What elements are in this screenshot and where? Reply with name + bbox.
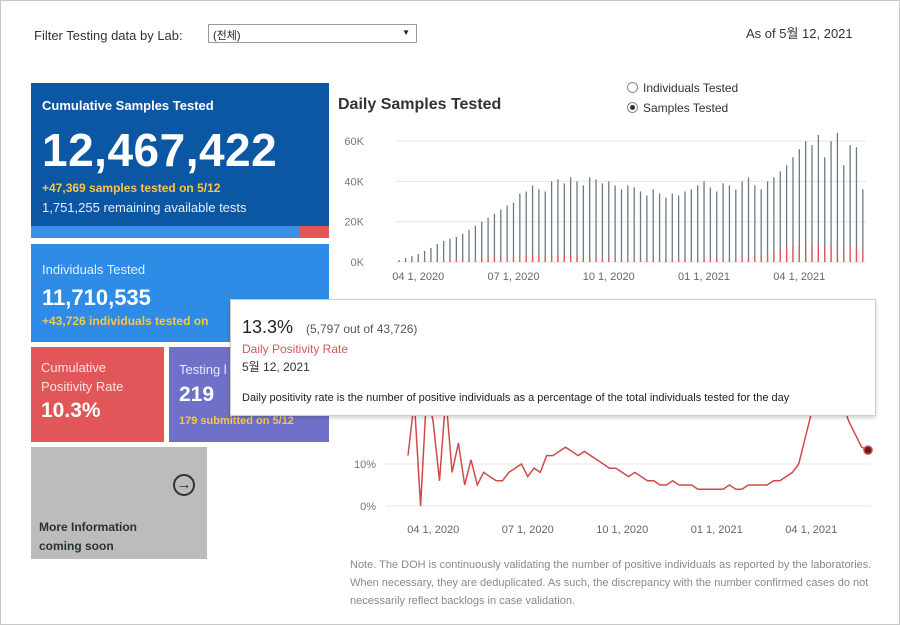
x-tick-label: 07 1, 2020 [488,271,540,283]
positivity-label-line1: Cumulative [41,360,107,375]
samples-chart-title: Daily Samples Tested [338,96,502,113]
tooltip-counts: (5,797 out of 43,726) [306,322,418,336]
tooltip-description: Daily positivity rate is the number of p… [242,392,790,404]
dropdown-arrow-icon: ▼ [402,28,410,37]
more-info-line2: coming soon [39,539,114,553]
tests-usage-bar [31,226,329,238]
as-of-date: As of 5월 12, 2021 [746,26,853,41]
y-tick-label: 0% [360,501,376,513]
x-tick-label: 04 1, 2021 [773,271,825,283]
arrow-right-circle-icon[interactable]: → [173,474,195,496]
remaining-tests: 1,751,255 remaining available tests [42,200,247,215]
x-tick-label: 01 1, 2021 [678,271,730,283]
labs-submitted: 179 submitted on 5/12 [179,415,294,427]
radio-unselected-icon[interactable] [627,82,638,93]
y-tick-label: 20K [344,217,364,229]
cumulative-samples-value: 12,467,422 [42,124,278,176]
daily-positivity-chart[interactable]: 0% 10% 04 1, 2020 07 1, 2020 10 1, 2020 01 1,… [336,411,876,543]
samples-delta: +47,369 samples tested on 5/12 [42,181,221,195]
x-tick-label: 04 1, 2020 [392,271,444,283]
positivity-tooltip: 13.3% (5,797 out of 43,726) Daily Positi… [230,299,876,416]
y-tick-label: 10% [354,459,376,471]
lab-filter-value: (전체) [213,30,241,42]
radio-individuals-label: Individuals Tested [643,81,739,95]
tests-usage-fill [299,226,329,238]
radio-samples-label: Samples Tested [643,101,729,115]
individuals-delta: +43,726 individuals tested on [42,314,209,328]
tooltip-metric: Daily Positivity Rate [242,342,349,356]
x-tick-label: 01 1, 2021 [691,524,743,536]
cumulative-positivity-card: Cumulative Positivity Rate 10.3% [31,347,164,442]
radio-samples-tested[interactable]: Samples Tested [627,101,728,115]
testing-labs-label: Testing l [179,362,227,377]
x-tick-label: 04 1, 2021 [785,524,837,536]
individuals-tested-card: Individuals Tested 11,710,535 +43,726 in… [31,244,329,342]
positivity-value: 10.3% [41,399,101,422]
tooltip-rate: 13.3% [242,317,294,337]
individuals-tested-value: 11,710,535 [42,285,151,310]
highlight-point [863,445,873,455]
testing-labs-value: 219 [179,383,215,406]
positivity-label: Cumulative Positivity Rate [41,358,123,396]
more-info-card[interactable]: → More Information coming soon [31,447,207,559]
x-tick-label: 04 1, 2020 [407,524,459,536]
cumulative-samples-label: Cumulative Samples Tested [42,98,214,113]
y-tick-label: 60K [344,136,364,148]
footnote: Note. The DOH is continuously validating… [350,559,872,607]
x-tick-label: 10 1, 2020 [583,271,635,283]
positivity-line [407,411,869,507]
more-info-line1: More Information [39,520,137,534]
y-tick-label: 40K [344,176,364,188]
filter-label: Filter Testing data by Lab: [34,28,183,43]
lab-filter-dropdown[interactable]: (전체) ▼ [208,24,417,43]
more-info-text: More Information coming soon [39,518,137,556]
y-tick-label: 0K [351,257,365,269]
positivity-label-line2: Positivity Rate [41,379,124,394]
radio-individuals-tested[interactable]: Individuals Tested [627,81,738,95]
individuals-tested-label: Individuals Tested [42,262,146,277]
x-tick-label: 10 1, 2020 [596,524,648,536]
cumulative-samples-card: Cumulative Samples Tested 12,467,422 +47… [31,83,329,238]
x-tick-label: 07 1, 2020 [502,524,554,536]
tooltip-date: 5월 12, 2021 [242,360,310,374]
radio-selected-icon[interactable] [627,102,638,113]
daily-samples-chart[interactable]: 0K 20K 40K 60K 04 1, 2020 07 1, 2020 10 1, 202… [336,126,876,286]
